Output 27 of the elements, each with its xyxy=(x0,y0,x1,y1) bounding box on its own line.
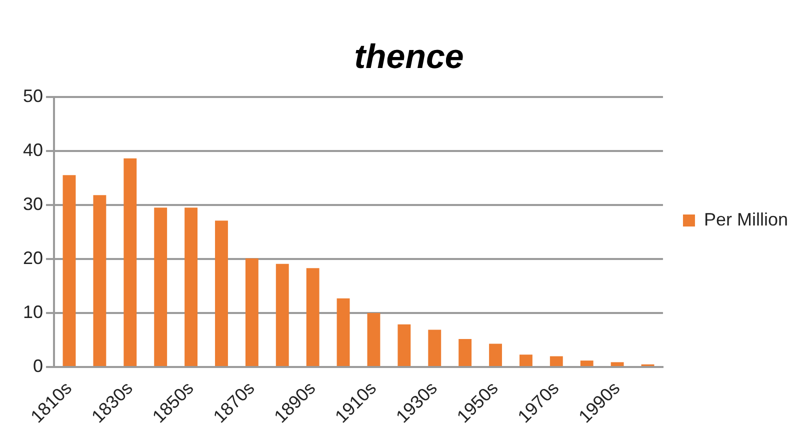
y-tick-label: 20 xyxy=(22,248,44,268)
y-tick-label: 40 xyxy=(22,140,44,160)
y-tick-label: 0 xyxy=(33,356,44,376)
bar xyxy=(610,362,624,366)
y-tick-label: 30 xyxy=(22,194,44,214)
bar xyxy=(306,268,320,366)
bar xyxy=(276,264,289,366)
bar xyxy=(428,330,442,366)
legend-label: Per Million xyxy=(704,209,788,230)
bar xyxy=(367,313,380,366)
chart-title: thence xyxy=(354,38,464,76)
bar xyxy=(62,175,76,366)
bar xyxy=(154,208,168,366)
bar xyxy=(245,258,258,366)
bar xyxy=(580,360,594,366)
bar xyxy=(215,220,228,366)
bar xyxy=(184,208,198,366)
bar xyxy=(489,344,502,366)
bar xyxy=(550,356,563,366)
bar xyxy=(458,338,472,366)
y-tick-label: 50 xyxy=(22,86,44,106)
bar xyxy=(519,354,532,366)
bar xyxy=(93,195,106,366)
bar xyxy=(124,158,137,366)
bar xyxy=(336,298,350,366)
y-tick-label: 10 xyxy=(22,302,44,322)
bar xyxy=(398,324,411,366)
